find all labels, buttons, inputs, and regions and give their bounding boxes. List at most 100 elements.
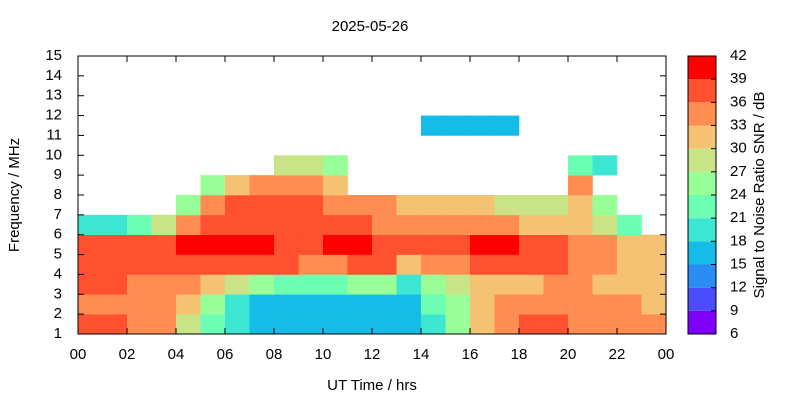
heat-cell (347, 274, 373, 295)
heat-cell (543, 314, 569, 335)
heat-cell (568, 155, 593, 176)
heat-cell (421, 195, 446, 216)
heat-cell (323, 234, 348, 255)
heat-cell (151, 214, 177, 236)
chart-title: 2025-05-26 (332, 18, 409, 35)
heat-cell (494, 214, 520, 236)
heat-cell (102, 274, 128, 295)
heat-cell (225, 294, 250, 315)
y-tick-label: 14 (45, 67, 62, 84)
heat-cell (176, 314, 201, 335)
heat-cell (641, 274, 667, 295)
heat-cell (298, 314, 324, 335)
heat-cell (102, 254, 128, 275)
heat-cell (396, 274, 422, 295)
heat-cell (225, 254, 250, 275)
heat-cell (298, 155, 324, 176)
y-tick-label: 6 (54, 226, 62, 243)
heat-cell (78, 274, 103, 295)
heat-cell (641, 234, 667, 255)
heat-cell (127, 314, 152, 335)
heat-cell (421, 254, 446, 275)
heat-cell (470, 274, 495, 295)
heat-cell (200, 234, 226, 255)
y-tick-label: 7 (54, 206, 62, 223)
heat-cell (421, 115, 446, 136)
x-tick-label: 08 (266, 346, 283, 363)
heat-cell (298, 234, 324, 255)
x-tick-label: 14 (413, 346, 430, 363)
heat-cell (274, 254, 299, 275)
heat-cell (592, 274, 618, 295)
heat-cell (225, 314, 250, 335)
heat-cell (421, 214, 446, 236)
colorbar-tick-label: 6 (730, 325, 738, 342)
heat-cell (298, 254, 324, 275)
heat-cell (445, 214, 471, 236)
heat-cell (298, 195, 324, 216)
heat-cell (396, 294, 422, 315)
heat-cell (347, 254, 373, 275)
heat-cell (494, 274, 520, 295)
y-axis-label: Frequency / MHz (6, 138, 23, 252)
y-tick-label: 1 (54, 325, 62, 342)
colorbar-band (688, 102, 716, 126)
heat-cell (445, 274, 471, 295)
heat-cell (274, 214, 299, 236)
heat-cell (274, 314, 299, 335)
heat-cell (470, 234, 495, 255)
heat-cell (641, 254, 667, 275)
heat-cell (568, 234, 593, 255)
heat-cell (421, 314, 446, 335)
heat-cell (617, 294, 642, 315)
heat-cell (78, 234, 103, 255)
heat-cell (347, 294, 373, 315)
heat-cell (102, 294, 128, 315)
heat-cell (249, 274, 275, 295)
y-tick-label: 13 (45, 87, 62, 104)
heat-cell (494, 195, 520, 216)
y-tick-label: 5 (54, 246, 62, 263)
colorbar-band (688, 218, 716, 242)
x-tick-label: 16 (462, 346, 479, 363)
heat-cell (372, 254, 397, 275)
colorbar-band (688, 264, 716, 288)
y-tick-label: 12 (45, 107, 62, 124)
colorbar-band (688, 241, 716, 265)
heat-cell (543, 274, 569, 295)
heat-cell (543, 214, 569, 236)
heat-cell (298, 294, 324, 315)
heat-cell (617, 254, 642, 275)
heat-cell (200, 195, 226, 216)
heat-cell (323, 254, 348, 275)
x-tick-label: 00 (70, 346, 87, 363)
heat-cell (225, 234, 250, 255)
heat-cell (372, 195, 397, 216)
heat-cell (274, 175, 299, 196)
heat-cell (200, 294, 226, 315)
heat-cell (78, 254, 103, 275)
heat-cell (176, 195, 201, 216)
heat-cell (102, 234, 128, 255)
heat-cell (347, 314, 373, 335)
heat-cell (617, 234, 642, 255)
heat-cell (127, 254, 152, 275)
heat-cell (151, 314, 177, 335)
heat-cell (323, 314, 348, 335)
heat-cell (568, 294, 593, 315)
heat-cell (225, 195, 250, 216)
heat-cell (200, 175, 226, 196)
y-tick-label: 4 (54, 265, 62, 282)
colorbar-band (688, 171, 716, 195)
heat-cell (298, 274, 324, 295)
heat-cell (151, 234, 177, 255)
x-tick-label: 18 (511, 346, 528, 363)
heat-cell (249, 234, 275, 255)
heat-cell (102, 214, 128, 236)
heat-cell (445, 115, 471, 136)
heat-cell (519, 254, 544, 275)
colorbar-tick-label: 33 (730, 116, 747, 133)
heat-cell (543, 234, 569, 255)
heat-cell (519, 314, 544, 335)
colorbar-tick-label: 12 (730, 279, 747, 296)
